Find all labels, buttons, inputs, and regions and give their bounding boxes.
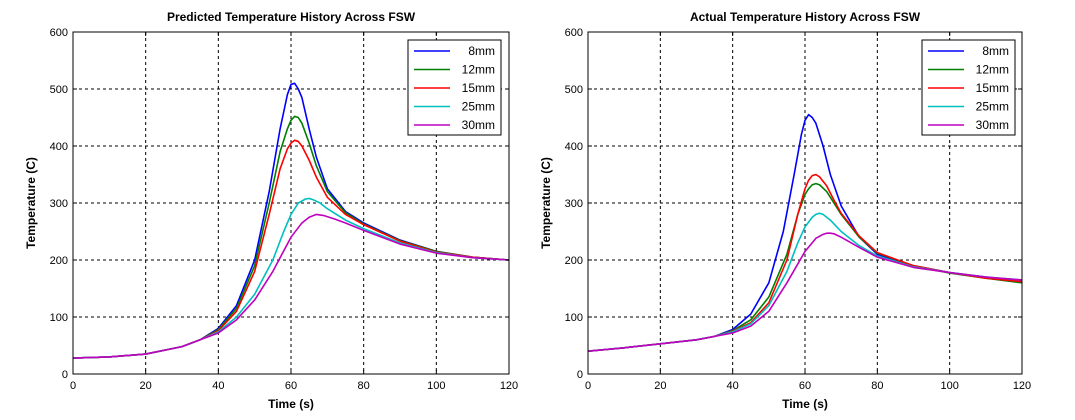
x-tick-label: 0 (70, 380, 76, 392)
y-tick-label: 100 (50, 312, 68, 324)
legend-label: 30mm (976, 118, 1009, 132)
y-tick-label: 600 (50, 27, 68, 39)
y-axis-label: Temperature (C) (24, 157, 38, 249)
y-tick-label: 0 (62, 369, 68, 381)
x-tick-label: 100 (427, 380, 445, 392)
x-tick-label: 100 (940, 380, 958, 392)
x-tick-label: 40 (212, 380, 224, 392)
x-tick-label: 40 (727, 380, 739, 392)
y-tick-label: 100 (565, 312, 583, 324)
series-group (73, 82, 509, 359)
y-tick-label: 500 (50, 84, 68, 96)
chart-title: Actual Temperature History Across FSW (690, 10, 921, 24)
x-tick-label: 60 (285, 380, 297, 392)
legend-label: 12mm (976, 63, 1009, 77)
x-tick-label: 20 (140, 380, 152, 392)
legend: 8mm 12mm 15mm 25mm 30mm (407, 39, 502, 136)
x-tick-label: 80 (871, 380, 883, 392)
chart-title: Predicted Temperature History Across FSW (167, 10, 416, 24)
x-axis-label: Time (s) (782, 397, 828, 411)
chart-actual: 0 20 40 60 80 100 120 0 100 200 300 400 500 600 Actual… (539, 10, 1031, 411)
y-tick-label: 200 (565, 255, 583, 267)
y-axis-label: Temperature (C) (539, 157, 553, 249)
y-tick-label: 200 (50, 255, 68, 267)
legend-label: 25mm (976, 100, 1009, 114)
y-tick-label: 300 (50, 198, 68, 210)
legend-label: 8mm (468, 44, 495, 58)
chart-predicted: 0 20 40 60 80 100 120 0 100 200 300 400 500 600 Predic… (24, 10, 518, 411)
x-axis-label: Time (s) (268, 397, 314, 411)
legend-label: 8mm (982, 44, 1009, 58)
y-tick-label: 500 (565, 84, 583, 96)
x-tick-label: 120 (500, 380, 518, 392)
y-tick-label: 600 (565, 27, 583, 39)
y-tick-label: 0 (577, 369, 583, 381)
x-tick-label: 0 (585, 380, 591, 392)
series-group (588, 113, 1022, 352)
y-tick-label: 400 (50, 141, 68, 153)
x-tick-label: 120 (1013, 380, 1031, 392)
series-line-30mm (588, 232, 1022, 352)
x-tick-label: 80 (358, 380, 370, 392)
legend-label: 30mm (462, 118, 495, 132)
y-tick-label: 300 (565, 198, 583, 210)
y-tick-label: 400 (565, 141, 583, 153)
series-line-30mm (73, 213, 509, 359)
legend-label: 25mm (462, 100, 495, 114)
x-tick-label: 20 (654, 380, 666, 392)
legend-label: 15mm (462, 81, 495, 95)
x-tick-label: 60 (799, 380, 811, 392)
legend-label: 15mm (976, 81, 1009, 95)
legend-label: 12mm (462, 63, 495, 77)
legend: 8mm 12mm 15mm 25mm 30mm (921, 39, 1016, 136)
